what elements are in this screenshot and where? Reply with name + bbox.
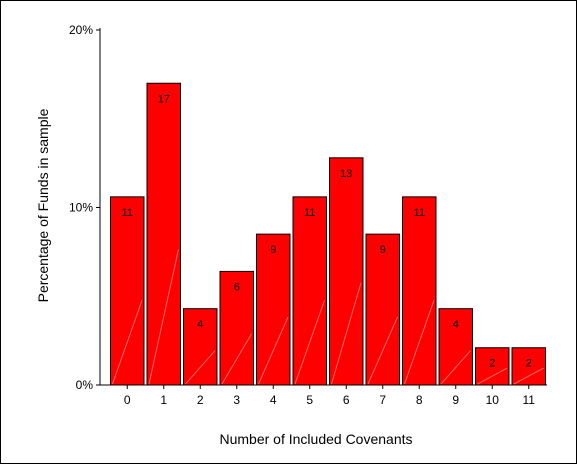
bar-highlight [112,300,143,385]
data-labels-layer: 11 17 4 6 9 11 13 9 11 4 2 2 [122,93,532,369]
bar-rect [402,196,437,386]
bar-highlight [148,249,179,385]
bar-6 [329,157,364,386]
bar-rect [219,270,254,386]
y-tick-label: 0% [76,378,94,392]
bar-highlight [477,367,508,385]
data-label: 13 [340,168,352,180]
bar-highlight [185,350,216,385]
x-tick-label: 10 [486,393,500,407]
bar-highlight [221,333,252,385]
data-label: 11 [122,207,133,219]
bar-highlight [331,282,362,385]
bar-highlight [404,300,435,385]
data-label: 2 [526,358,532,370]
bar-rect [146,82,181,386]
bar-highlight [513,367,544,385]
x-tick-label: 7 [379,393,386,407]
bar-2 [183,308,218,386]
bar-rect [183,308,218,386]
x-tick-label: 8 [416,393,423,407]
x-tick-label: 6 [343,393,350,407]
data-label: 4 [453,319,459,331]
data-label: 2 [489,358,495,370]
y-axis-label: Percentage of Funds in sample [35,108,51,302]
bar-3 [219,270,254,386]
bar-highlight [294,300,325,385]
y-tick-label: 10% [69,201,93,215]
bar-5 [292,196,327,386]
y-ticks-layer: 0% 10% 20% [69,23,100,392]
data-label: 17 [158,93,170,105]
x-tick-label: 5 [306,393,313,407]
data-label: 9 [380,244,386,256]
bar-rect [329,157,364,386]
bar-rect [365,233,400,386]
bar-rect [110,196,145,386]
bar-rect [256,233,291,386]
data-label: 9 [270,244,276,256]
x-tick-label: 3 [233,393,240,407]
data-label: 6 [234,281,240,293]
x-tick-label: 9 [452,393,459,407]
x-tick-label: 4 [270,393,277,407]
bar-1 [146,82,181,386]
data-label: 11 [304,207,315,219]
bar-7 [365,233,400,386]
x-axis-label: Number of Included Covenants [220,431,413,447]
bar-rect [475,347,510,386]
data-label: 11 [414,207,425,219]
x-tick-label: 2 [197,393,204,407]
bars-layer [110,82,546,386]
x-ticks-layer: 0 1 2 3 4 5 6 7 8 9 10 11 [124,385,535,407]
x-tick-label: 11 [523,393,536,407]
bar-rect [292,196,327,386]
bar-8 [402,196,437,386]
bar-highlight [367,316,398,385]
data-label: 4 [197,319,203,331]
bar-11 [511,347,546,386]
y-tick-label: 20% [69,23,93,37]
bar-0 [110,196,145,386]
bar-4 [256,233,291,386]
bar-10 [475,347,510,386]
bar-rect [511,347,546,386]
bar-highlight [440,350,471,385]
x-tick-label: 0 [124,393,131,407]
x-tick-label: 1 [160,393,167,407]
bar-highlight [258,316,289,385]
